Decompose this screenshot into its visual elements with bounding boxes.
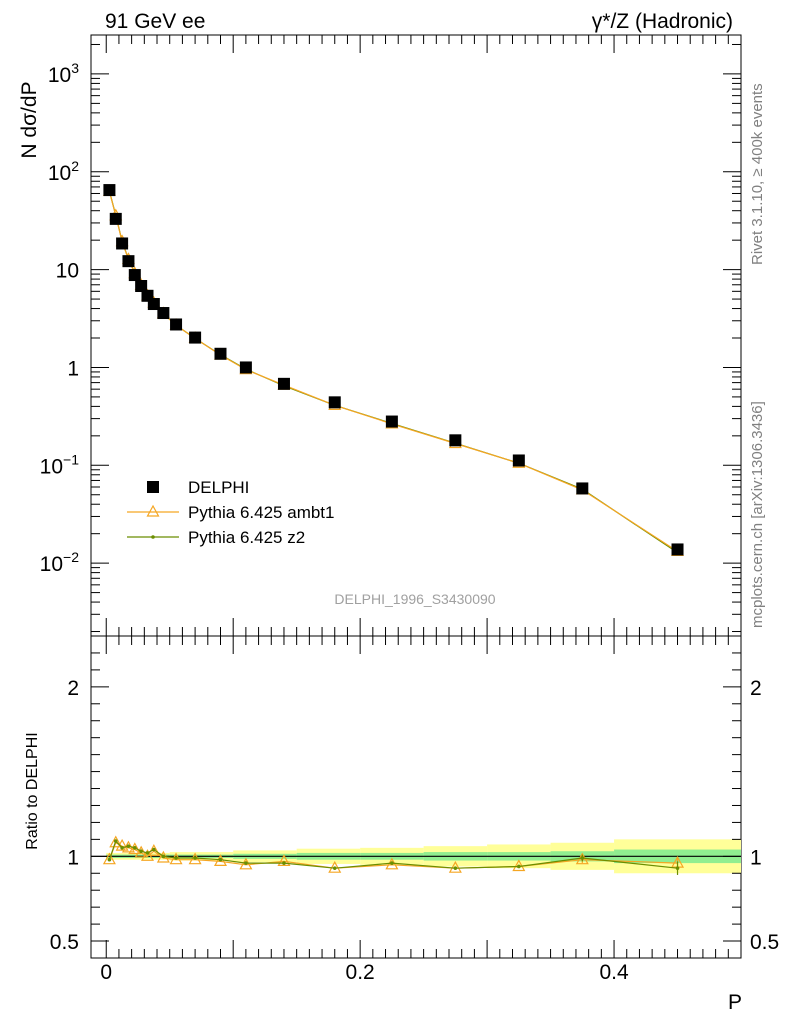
pythia-6-425-z2-ratio-point (107, 857, 112, 862)
legend-label: Pythia 6.425 z2 (188, 528, 305, 547)
main-y-tick-label: 103 (48, 60, 79, 87)
main-data-series (102, 184, 685, 556)
delphi-point (449, 434, 462, 447)
main-plot-panel: 10−2 10−1 1 10 102 103 N dσ/dP DELPHI_1996_S3… (18, 34, 742, 637)
pythia-6-425-ambt1-ratio-point (328, 860, 342, 873)
delphi-point (214, 347, 227, 360)
pythia-6-425-z2-line (108, 190, 678, 554)
delphi-point (116, 237, 129, 250)
delphi-point (109, 212, 122, 225)
pythia-6-425-z2-ratio-point (332, 866, 337, 870)
delphi-point (239, 361, 252, 374)
pythia-6-425-z2-ratio-point (152, 847, 156, 852)
watermark: DELPHI_1996_S3430090 (334, 591, 495, 607)
pythia-6-425-z2-ratio-point (145, 851, 150, 855)
pythia-6-425-z2-ratio-point (161, 854, 166, 859)
delphi-point (671, 543, 684, 556)
pythia-6-425-z2-ratio-point (218, 857, 223, 862)
pythia-6-425-z2-ratio-point (132, 846, 137, 850)
main-y-tick-label: 10 (56, 260, 79, 283)
pythia-6-425-z2-ratio-point (139, 849, 143, 854)
delphi-point (170, 318, 183, 331)
delphi-point (385, 415, 398, 428)
delphi-point (103, 184, 116, 197)
ratio-y-tick-label-right: 2 (750, 677, 762, 700)
x-axis-label: P (728, 991, 742, 1014)
pythia-6-425-ambt1-ratio-point (277, 854, 291, 867)
main-y-axis: 10−2 10−1 1 10 102 103 (40, 43, 741, 633)
pythia-6-425-z2-ratio-point (174, 856, 178, 860)
x-tick-label: 0.2 (346, 961, 375, 984)
header-right: γ*/Z (Hadronic) (592, 10, 733, 33)
pythia-6-425-z2-ratio-point (244, 861, 248, 865)
delphi-point (128, 269, 141, 282)
delphi-point (277, 377, 290, 390)
x-tick-label: 0 (100, 961, 112, 984)
pythia-6-425-ambt1-line (108, 191, 678, 552)
pythia-6-425-z2-ratio-point (282, 861, 286, 865)
ratio-y-tick-label-right: 1 (750, 846, 762, 869)
pythia-6-425-z2-ratio-point (675, 866, 680, 870)
ratio-y-tick-label: 1 (67, 846, 79, 869)
legend-marker-delphi (147, 481, 159, 493)
main-y-tick-label: 102 (48, 158, 79, 185)
main-y-tick-label: 1 (67, 357, 79, 380)
ratio-x-axis: 0 0.2 0.4 (100, 636, 742, 984)
ratio-uncertainty-bands (91, 839, 741, 874)
delphi-point (135, 280, 148, 293)
pythia-6-425-ambt1-ratio-point (512, 859, 526, 872)
pythia-6-425-z2-ratio-point (390, 861, 394, 865)
pythia-6-425-ambt1-ratio-point (147, 843, 161, 856)
pythia-6-425-z2-ratio-point (453, 866, 458, 870)
legend-label: DELPHI (188, 478, 249, 497)
delphi-point (157, 307, 170, 320)
pythia-6-425-ambt1-ratio-point (169, 852, 183, 865)
main-x-axis (105, 35, 742, 636)
pythia-6-425-z2-ratio-point (126, 844, 131, 848)
ratio-y-axis: 0.5 0.5 1 1 2 2 (50, 635, 779, 959)
pythia-6-425-ambt1-ratio-point (128, 842, 142, 855)
legend-label: Pythia 6.425 ambt1 (188, 503, 334, 522)
pythia-6-425-ambt1-ratio-point (109, 835, 123, 848)
ratio-plot-panel: 0.5 0.5 1 1 2 2 0 0.2 0.4 Ratio to DELPHI P (24, 635, 779, 1014)
delphi-point (122, 255, 135, 268)
pythia-6-425-ambt1-ratio-point (102, 852, 116, 865)
pythia-6-425-z2-ratio-point (113, 839, 118, 843)
delphi-point (576, 482, 589, 495)
delphi-point (328, 396, 341, 409)
ratio-y-tick-label: 0.5 (50, 931, 79, 954)
ratio-y-tick-label: 2 (67, 677, 79, 700)
header-left: 91 GeV ee (105, 10, 205, 33)
pythia-6-425-z2-ratio-point (193, 856, 197, 860)
main-y-tick-label: 10−2 (40, 549, 80, 576)
mcplots-label: mcplots.cern.ch [arXiv:1306.3436] (749, 401, 766, 628)
x-tick-label: 0.4 (599, 961, 629, 984)
legend: DELPHI Pythia 6.425 ambt1 Pythia 6.425 z2 (127, 478, 334, 547)
main-y-axis-label: N dσ/dP (18, 81, 41, 158)
ratio-y-tick-label-right: 0.5 (750, 931, 779, 954)
rivet-label: Rivet 3.1.10, ≥ 400k events (749, 83, 766, 265)
pythia-6-425-z2-ratio-point (517, 864, 521, 869)
delphi-point (189, 331, 202, 344)
delphi-point (512, 454, 525, 467)
delphi-point (147, 298, 160, 311)
pythia-6-425-ambt1-ratio-point (239, 857, 253, 870)
legend-marker-pythia-6-425-ambt1 (146, 504, 160, 517)
pythia-6-425-z2-ratio-point (120, 846, 124, 850)
main-y-tick-label: 10−1 (40, 451, 80, 478)
ratio-plot-frame (90, 635, 742, 959)
pythia-6-425-ambt1-ratio-point (448, 860, 462, 873)
legend-marker-pythia-6-425-z2 (151, 535, 155, 539)
pythia-6-425-z2-ratio-point (580, 856, 585, 860)
ratio-data-series (102, 835, 685, 875)
ratio-y-axis-label: Ratio to DELPHI (24, 732, 41, 849)
